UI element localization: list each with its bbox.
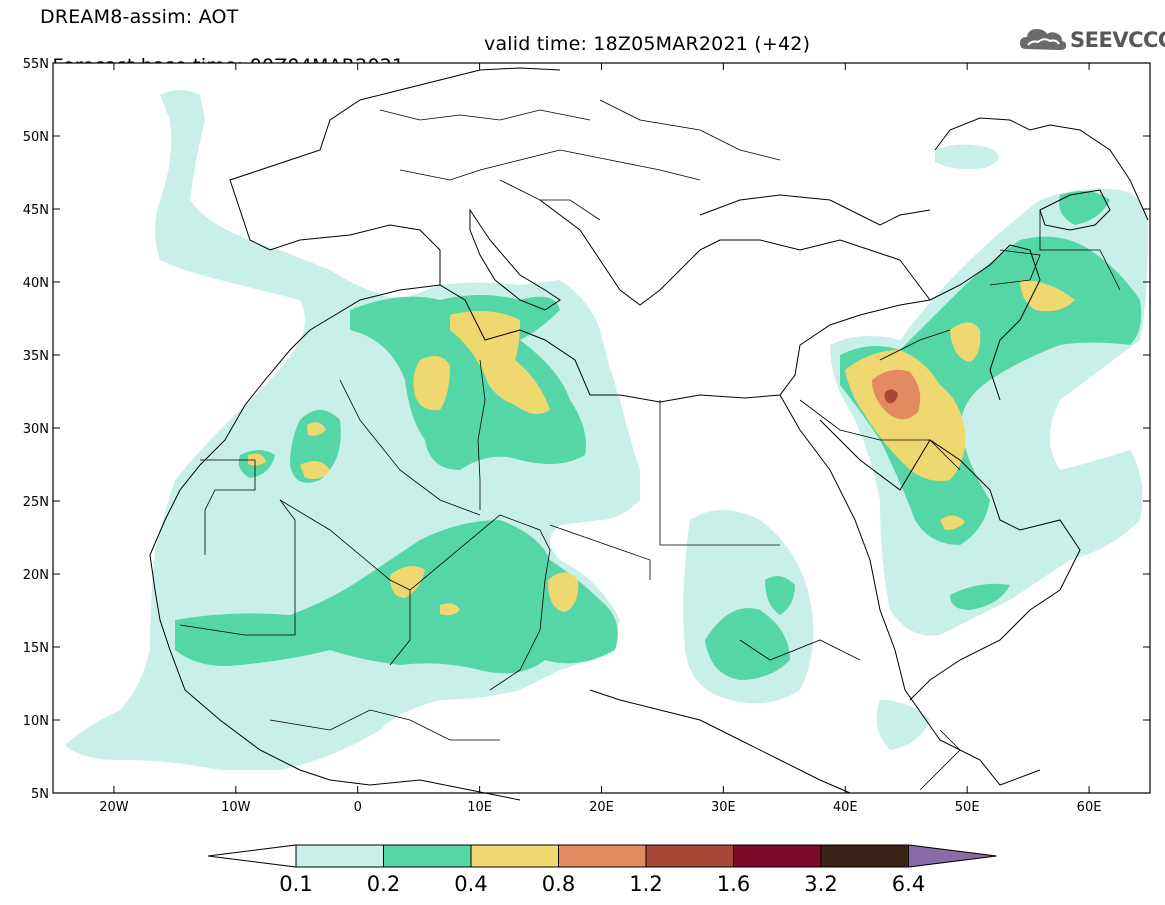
lat-tick-label: 50N — [23, 130, 49, 145]
lat-tick-label: 35N — [23, 349, 49, 364]
logo-text: SEEVCCC — [1070, 28, 1165, 52]
lon-tick-label: 20E — [589, 800, 614, 815]
cloud-icon — [1020, 29, 1067, 50]
aot-level-1.2 — [884, 389, 898, 404]
seevccc-logo: SEEVCCC — [1018, 23, 1165, 55]
lon-tick-label: 20W — [99, 800, 129, 815]
lon-tick-label: 30E — [711, 800, 736, 815]
lat-tick-label: 30N — [23, 422, 49, 437]
map-title: DREAM8-assim: AOT — [40, 6, 239, 28]
lon-tick-label: 0 — [354, 800, 362, 815]
valid-time: valid time: 18Z05MAR2021 (+42) — [484, 33, 811, 55]
lon-tick-label: 40E — [833, 800, 858, 815]
longitude-axis: 20W 10W 0 10E 20E 30E 40E 50E 60E — [99, 63, 1101, 815]
lon-tick-label: 60E — [1077, 800, 1102, 815]
lat-tick-label: 5N — [31, 787, 49, 802]
lat-tick-label: 25N — [23, 495, 49, 510]
lat-tick-label: 40N — [23, 276, 49, 291]
lat-tick-label: 20N — [23, 568, 49, 583]
lat-tick-label: 45N — [23, 203, 49, 218]
lat-tick-label: 10N — [23, 714, 49, 729]
lon-tick-label: 10W — [221, 800, 251, 815]
lon-tick-label: 50E — [955, 800, 980, 815]
coastlines — [149, 67, 1149, 801]
latitude-axis: 55N 50N 45N 40N 35N 30N 25N 20N 15N 10N 5N — [23, 57, 1150, 802]
lat-tick-label: 55N — [23, 57, 49, 72]
lon-tick-label: 10E — [467, 800, 492, 815]
lat-tick-label: 15N — [23, 641, 49, 656]
borders — [179, 99, 1121, 791]
